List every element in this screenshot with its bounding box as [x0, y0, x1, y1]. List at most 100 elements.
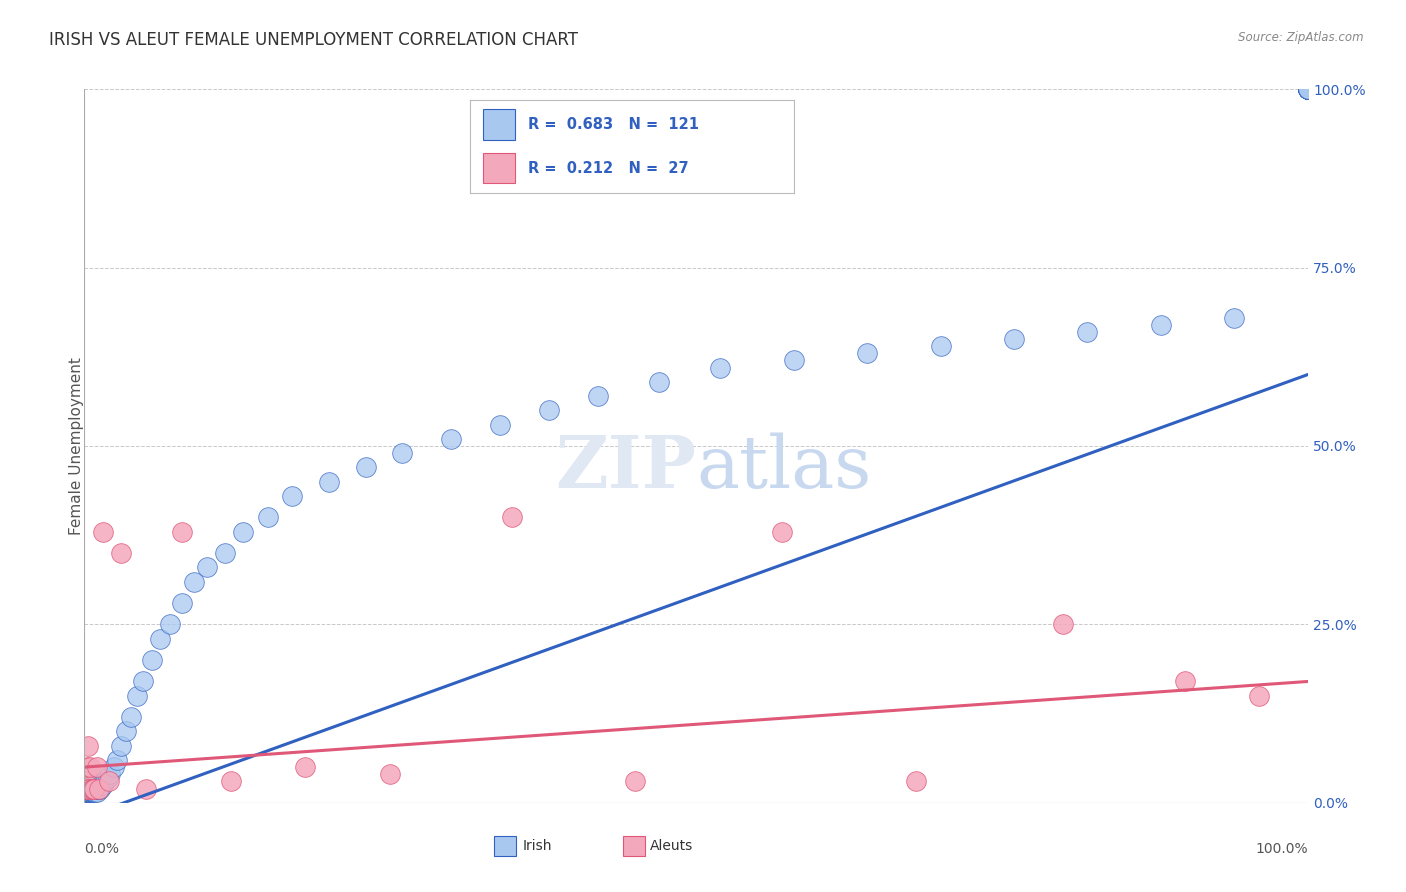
- Point: [75, 785, 97, 799]
- Point: [77, 778, 100, 792]
- Point: [79, 778, 101, 792]
- Point: [77, 785, 100, 799]
- Point: [76, 778, 98, 792]
- Point: [1296, 82, 1319, 96]
- Point: [281, 489, 304, 503]
- Point: [75, 778, 97, 792]
- Point: [1076, 325, 1098, 339]
- Point: [1174, 674, 1197, 689]
- FancyBboxPatch shape: [494, 837, 516, 856]
- Point: [79, 785, 101, 799]
- Point: [76, 760, 98, 774]
- Point: [586, 389, 609, 403]
- Point: [1296, 82, 1319, 96]
- Point: [76, 778, 98, 792]
- Point: [75, 781, 97, 796]
- Point: [87, 781, 110, 796]
- Point: [83, 781, 105, 796]
- Point: [76, 781, 98, 796]
- Point: [79, 781, 101, 796]
- Point: [86, 760, 108, 774]
- Text: 0.0%: 0.0%: [84, 842, 120, 856]
- Point: [1296, 82, 1319, 96]
- Point: [1296, 82, 1319, 96]
- Point: [79, 785, 101, 799]
- Point: [135, 781, 157, 796]
- Point: [79, 785, 101, 799]
- Point: [76, 774, 98, 789]
- Text: IRISH VS ALEUT FEMALE UNEMPLOYMENT CORRELATION CHART: IRISH VS ALEUT FEMALE UNEMPLOYMENT CORRE…: [49, 31, 578, 49]
- Point: [294, 760, 316, 774]
- Point: [1296, 82, 1319, 96]
- Point: [91, 778, 114, 792]
- Point: [86, 781, 108, 796]
- Point: [1296, 82, 1319, 96]
- Text: Aleuts: Aleuts: [650, 838, 693, 853]
- Point: [79, 778, 101, 792]
- Point: [1296, 82, 1319, 96]
- Point: [77, 781, 100, 796]
- Point: [1052, 617, 1074, 632]
- Point: [86, 785, 108, 799]
- Point: [709, 360, 731, 375]
- Point: [489, 417, 512, 432]
- Point: [75, 781, 97, 796]
- Point: [232, 524, 254, 539]
- Point: [77, 739, 100, 753]
- Point: [77, 785, 100, 799]
- Point: [76, 785, 98, 799]
- Point: [82, 781, 104, 796]
- Point: [214, 546, 236, 560]
- Point: [929, 339, 952, 353]
- Point: [76, 785, 98, 799]
- Point: [77, 778, 100, 792]
- Point: [149, 632, 172, 646]
- Point: [75, 774, 97, 789]
- Point: [648, 375, 671, 389]
- Point: [77, 781, 100, 796]
- Point: [77, 774, 100, 789]
- Point: [1296, 82, 1319, 96]
- Point: [1150, 318, 1173, 332]
- Point: [76, 774, 98, 789]
- Point: [354, 460, 377, 475]
- Point: [77, 781, 100, 796]
- Text: Source: ZipAtlas.com: Source: ZipAtlas.com: [1239, 31, 1364, 45]
- Point: [77, 778, 100, 792]
- Point: [159, 617, 181, 632]
- Point: [110, 739, 132, 753]
- Point: [76, 778, 98, 792]
- Point: [80, 785, 103, 799]
- Text: Irish: Irish: [522, 838, 551, 853]
- Point: [770, 524, 793, 539]
- Point: [77, 778, 100, 792]
- Point: [120, 710, 142, 724]
- Point: [1296, 82, 1319, 96]
- Point: [538, 403, 561, 417]
- Point: [75, 778, 97, 792]
- Point: [141, 653, 163, 667]
- Point: [105, 753, 128, 767]
- Point: [76, 781, 98, 796]
- Point: [97, 774, 120, 789]
- Point: [83, 785, 105, 799]
- Text: atlas: atlas: [696, 432, 872, 503]
- Point: [76, 785, 98, 799]
- Point: [624, 774, 647, 789]
- Point: [77, 785, 100, 799]
- Point: [77, 781, 100, 796]
- Point: [83, 778, 105, 792]
- Point: [77, 781, 100, 796]
- Point: [82, 778, 104, 792]
- Point: [75, 771, 97, 785]
- Point: [77, 774, 100, 789]
- FancyBboxPatch shape: [623, 837, 644, 856]
- Point: [172, 524, 194, 539]
- Point: [1296, 82, 1319, 96]
- Y-axis label: Female Unemployment: Female Unemployment: [69, 357, 83, 535]
- Point: [77, 781, 100, 796]
- Point: [125, 689, 148, 703]
- Point: [77, 774, 100, 789]
- Point: [172, 596, 194, 610]
- Point: [257, 510, 280, 524]
